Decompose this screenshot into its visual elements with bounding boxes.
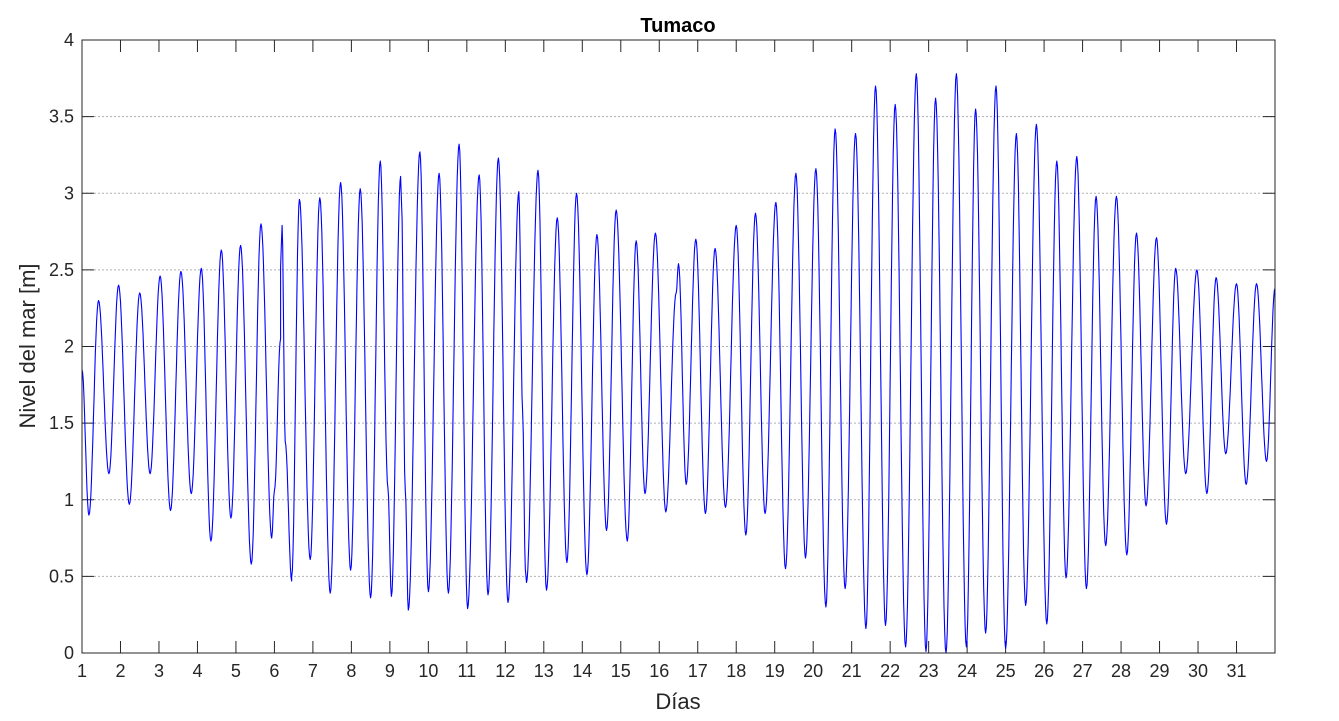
x-axis-label: Días — [655, 689, 700, 714]
x-tick-labels: 1 2 3 4 5 6 7 8 9 10 11 12 13 14 15 16 17 18 19 20 21 22 23 24 2… — [77, 661, 1247, 681]
x-tick-label: 6 — [269, 661, 279, 681]
x-tick-label: 14 — [572, 661, 592, 681]
x-tick-label: 9 — [385, 661, 395, 681]
grid-lines — [82, 116, 1275, 577]
y-tick-label: 4 — [64, 30, 74, 50]
y-tick-label: 2 — [64, 337, 74, 357]
y-tick-label: 3.5 — [49, 107, 74, 127]
x-tick-label: 11 — [457, 661, 476, 681]
x-tick-label: 28 — [1111, 661, 1131, 681]
x-tick-label: 21 — [842, 661, 862, 681]
x-tick-label: 12 — [495, 661, 515, 681]
x-tick-label: 20 — [803, 661, 823, 681]
x-tick-label: 3 — [154, 661, 164, 681]
x-tick-label: 17 — [688, 661, 708, 681]
y-axis-label: Nivel del mar [m] — [15, 263, 40, 428]
y-tick-label: 3 — [64, 183, 74, 203]
x-tick-label: 22 — [880, 661, 900, 681]
x-tick-label: 18 — [726, 661, 746, 681]
y-tick-label: 1 — [64, 490, 74, 510]
chart-title: Tumaco — [640, 15, 715, 37]
x-tick-label: 30 — [1188, 661, 1208, 681]
y-tick-label: 0.5 — [49, 566, 74, 586]
x-tick-label: 7 — [308, 661, 318, 681]
series-layer — [81, 73, 1276, 654]
x-tick-label: 15 — [611, 661, 631, 681]
x-tick-label: 19 — [765, 661, 785, 681]
x-tick-label: 8 — [346, 661, 356, 681]
x-tick-label: 24 — [957, 661, 977, 681]
x-tick-label: 26 — [1034, 661, 1054, 681]
x-tick-label: 4 — [192, 661, 202, 681]
x-tick-label: 1 — [77, 661, 87, 681]
x-tick-label: 2 — [115, 661, 125, 681]
x-tick-label: 13 — [534, 661, 554, 681]
y-tick-label: 1.5 — [49, 413, 74, 433]
series-line — [81, 73, 1276, 654]
x-tick-label: 25 — [996, 661, 1016, 681]
y-tick-label: 0 — [64, 643, 74, 663]
x-tick-label: 23 — [919, 661, 939, 681]
plot-frame — [81, 39, 1276, 654]
y-tick-label: 2.5 — [49, 260, 74, 280]
y-tick-labels: 0 0.5 1 1.5 2 2.5 3 3.5 4 — [49, 30, 74, 663]
x-tick-label: 10 — [418, 661, 438, 681]
x-tick-label: 5 — [231, 661, 241, 681]
x-tick-label: 29 — [1150, 661, 1170, 681]
x-tick-label: 27 — [1073, 661, 1093, 681]
x-tick-label: 16 — [649, 661, 669, 681]
x-tick-label: 31 — [1227, 661, 1247, 681]
